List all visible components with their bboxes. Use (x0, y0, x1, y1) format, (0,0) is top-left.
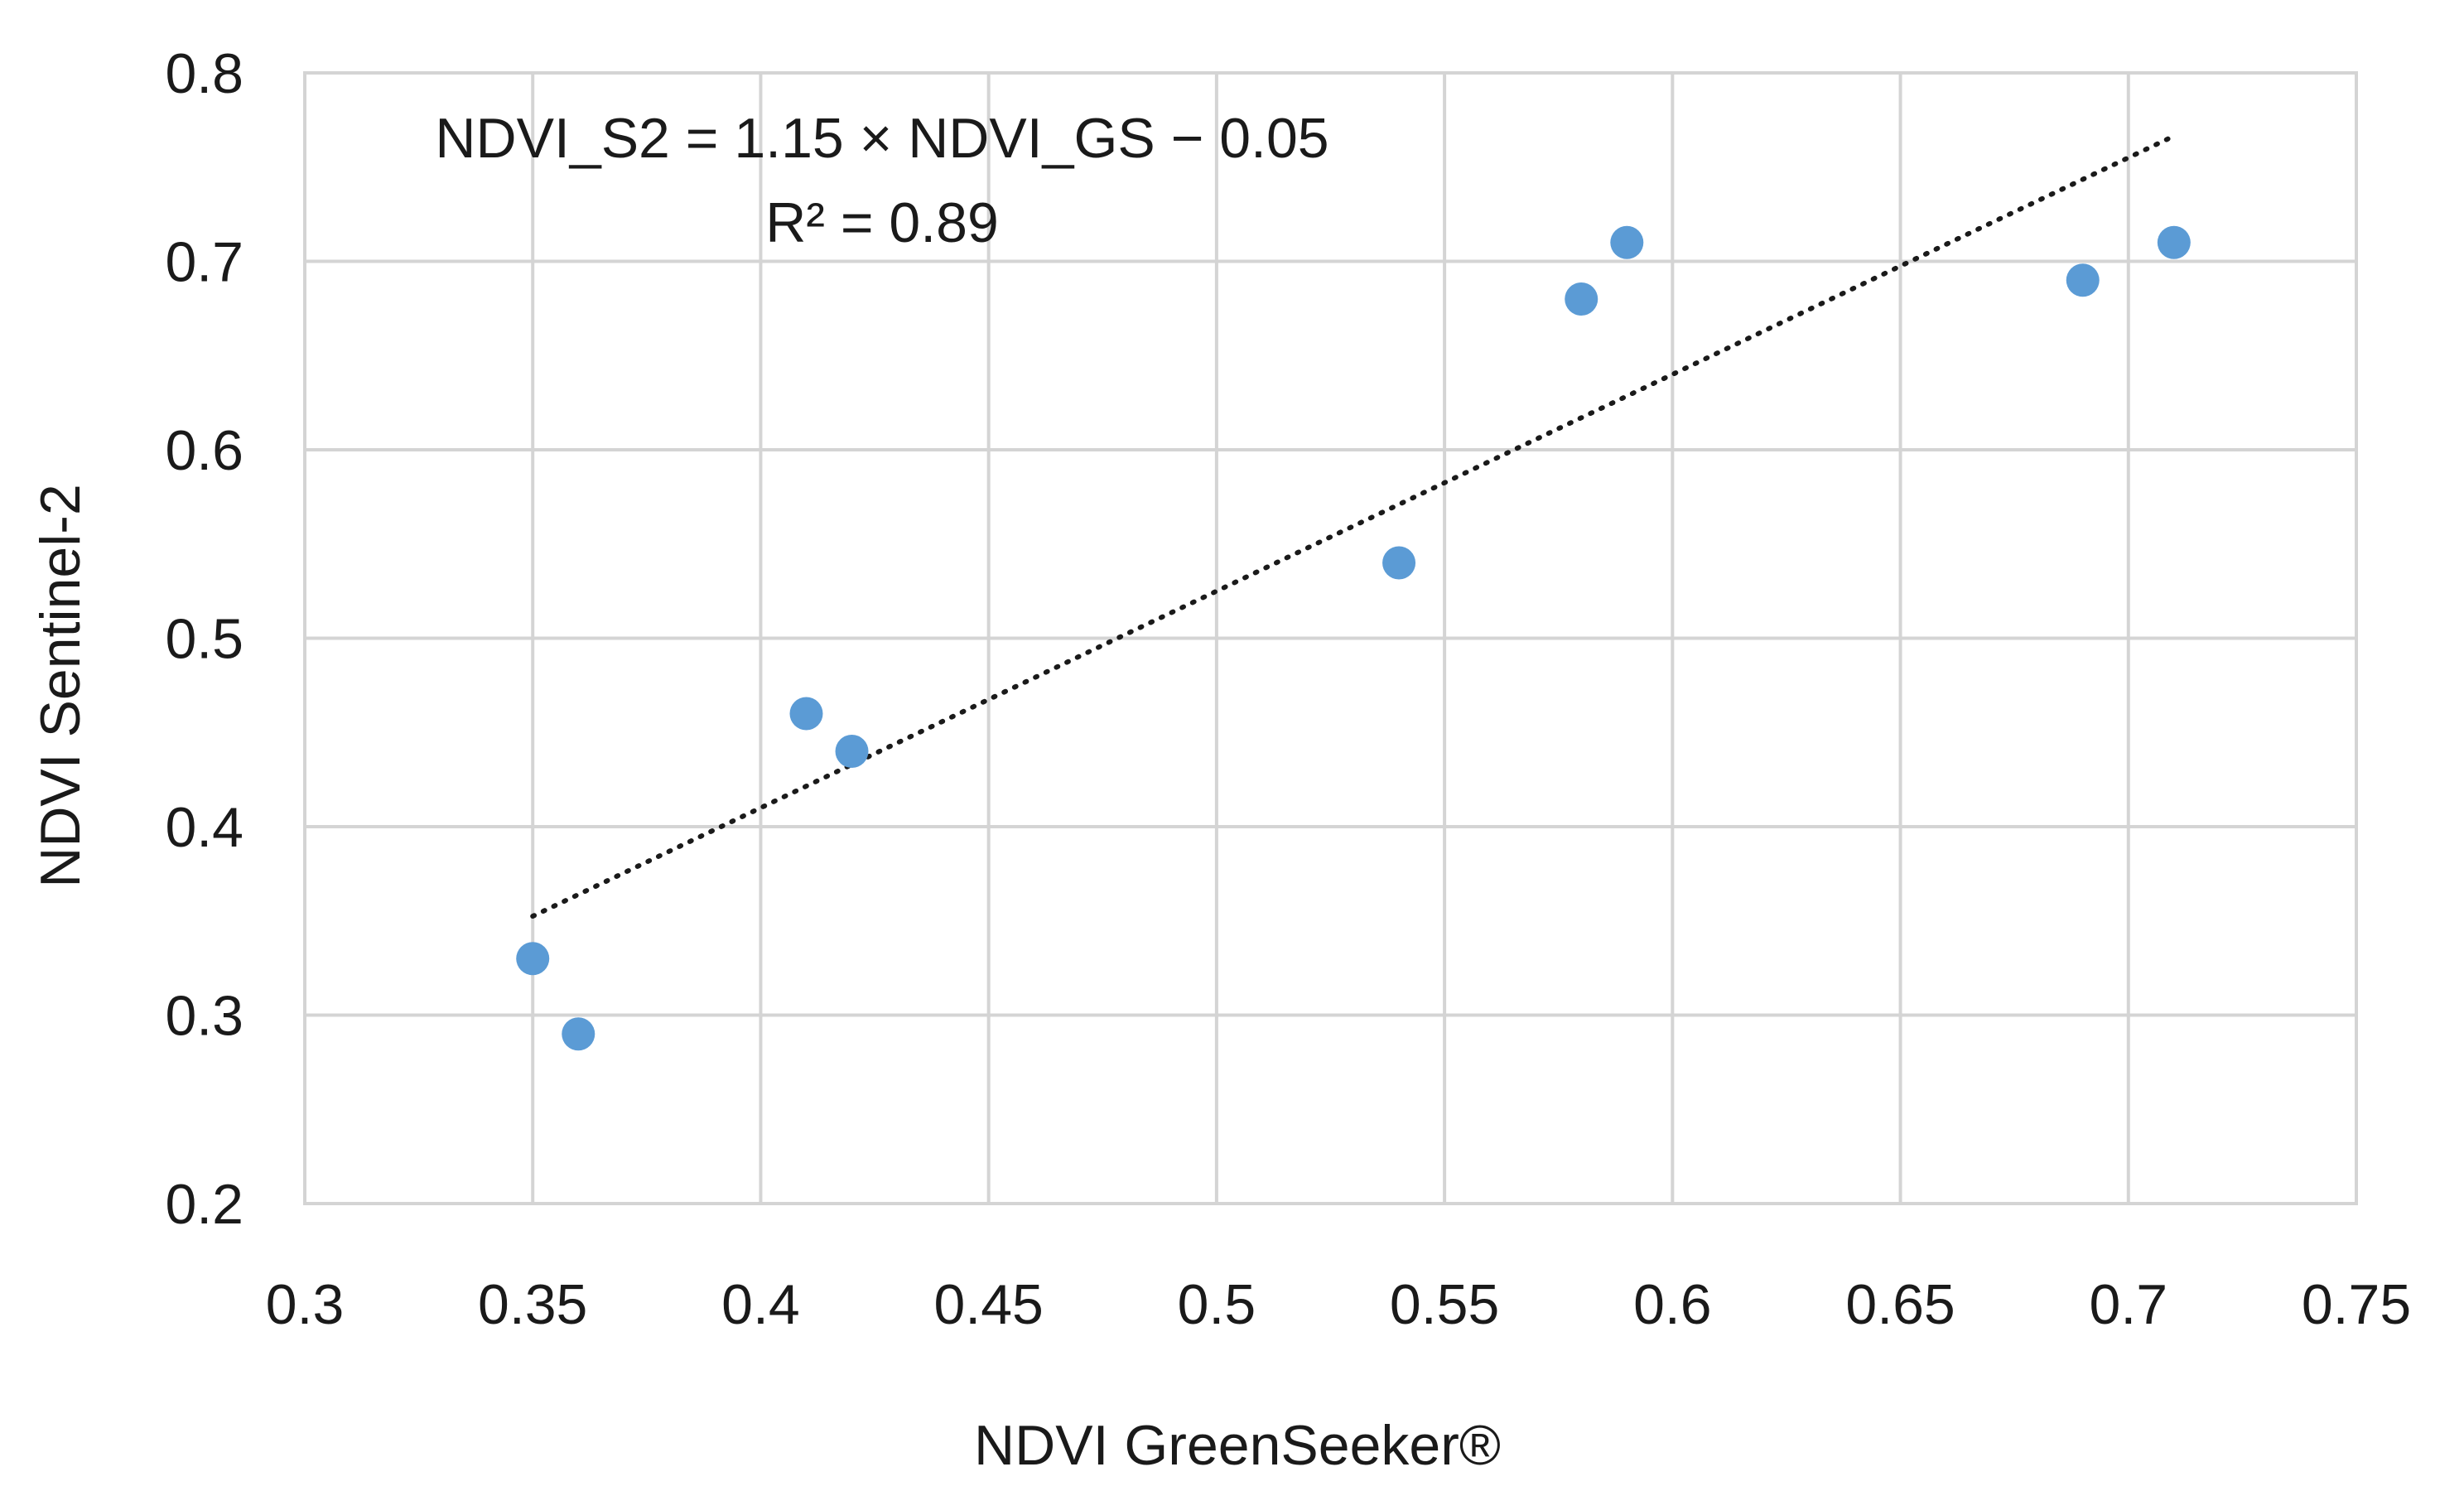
x-axis-title: NDVI GreenSeeker® (974, 1414, 1501, 1477)
data-point (516, 942, 550, 976)
plot-area-frame (303, 71, 2358, 1205)
trendline-group (530, 133, 2177, 919)
y-tick-label: 0.2 (165, 1173, 244, 1236)
x-tick-label: 0.65 (1845, 1273, 1955, 1336)
y-tick-label: 0.5 (165, 608, 244, 671)
x-tick-label: 0.3 (266, 1273, 345, 1336)
data-point (789, 697, 823, 731)
data-point (1610, 225, 1644, 259)
data-point (1565, 282, 1598, 316)
x-tick-label: 0.6 (1633, 1273, 1712, 1336)
x-tick-label: 0.7 (2090, 1273, 2168, 1336)
grid-lines (303, 71, 2358, 1205)
y-tick-label: 0.6 (165, 419, 244, 482)
y-tick-labels: 0.2 0.3 0.4 0.5 0.6 0.7 0.8 (165, 42, 244, 1236)
y-axis-title: NDVI Sentinel-2 (29, 484, 92, 888)
data-point (835, 735, 869, 768)
y-tick-label: 0.8 (165, 42, 244, 105)
x-tick-label: 0.5 (1178, 1273, 1256, 1336)
x-tick-label: 0.55 (1390, 1273, 1499, 1336)
trendline (530, 133, 2177, 919)
data-point (2157, 225, 2191, 259)
y-tick-label: 0.4 (165, 796, 244, 859)
y-tick-label: 0.7 (165, 231, 244, 294)
data-points (516, 225, 2191, 1051)
x-tick-label: 0.75 (2302, 1273, 2411, 1336)
x-tick-label: 0.4 (721, 1273, 800, 1336)
data-point (2066, 263, 2100, 297)
x-tick-label: 0.35 (478, 1273, 587, 1336)
x-tick-label: 0.45 (933, 1273, 1043, 1336)
data-point (562, 1017, 596, 1051)
data-point (1382, 546, 1416, 580)
x-tick-labels: 0.3 0.35 0.4 0.45 0.5 0.55 0.6 0.65 0.7 0.75 (266, 1273, 2411, 1336)
trendline-equation: NDVI_S2 = 1.15 × NDVI_GS − 0.05 (435, 107, 1328, 170)
r-squared-label: R² = 0.89 (765, 191, 999, 254)
y-tick-label: 0.3 (165, 985, 244, 1048)
